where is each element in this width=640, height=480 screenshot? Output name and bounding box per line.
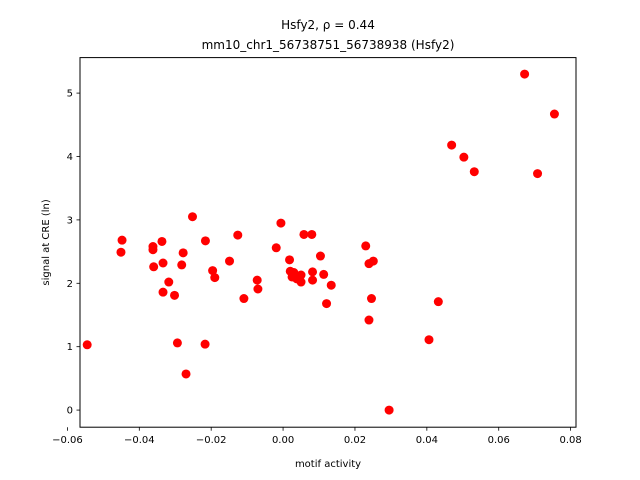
data-point — [296, 277, 306, 287]
y-tick-label: 1 — [67, 342, 73, 353]
data-point — [366, 294, 376, 304]
data-point — [424, 335, 434, 345]
data-point — [164, 277, 174, 287]
data-point — [172, 338, 182, 348]
data-point — [361, 241, 371, 251]
x-tick-label: 0.04 — [416, 435, 438, 446]
x-axis-label: motif activity — [295, 459, 361, 470]
data-point — [459, 152, 469, 162]
data-point — [285, 255, 295, 265]
data-point — [157, 236, 167, 246]
data-point — [116, 247, 126, 257]
y-tick-label: 4 — [67, 152, 73, 163]
data-point — [233, 230, 243, 240]
data-point — [187, 212, 197, 222]
data-point — [200, 236, 210, 246]
x-tick-label: 0.06 — [488, 435, 510, 446]
y-tick-label: 3 — [67, 215, 73, 226]
data-point — [170, 290, 180, 300]
x-tick-label: −0.02 — [196, 435, 227, 446]
data-point — [308, 275, 318, 285]
data-point — [364, 315, 374, 325]
chart-title-line1: Hsfy2, ρ = 0.44 — [281, 18, 375, 32]
data-point — [326, 280, 336, 290]
data-point — [158, 258, 168, 268]
data-point — [210, 273, 220, 283]
data-point — [549, 109, 559, 119]
x-tick-label: 0.00 — [272, 435, 294, 446]
data-point — [447, 140, 457, 150]
data-point — [315, 251, 325, 261]
chart-title-line2: mm10_chr1_56738751_56738938 (Hsfy2) — [202, 38, 455, 52]
data-point — [208, 266, 218, 276]
plot-area-frame — [79, 57, 577, 428]
data-point — [307, 229, 317, 239]
y-tick-label: 0 — [67, 406, 73, 417]
data-point — [308, 267, 318, 277]
data-point — [533, 169, 543, 179]
x-axis-ticks: −0.06 −0.04 −0.02 0.00 0.02 0.04 0.06 0.08 — [52, 427, 582, 446]
data-points — [82, 69, 559, 415]
data-point — [225, 256, 235, 266]
data-point — [520, 69, 530, 79]
data-point — [271, 243, 281, 253]
y-axis-ticks: 0 1 2 3 4 5 — [67, 89, 80, 417]
data-point — [433, 297, 443, 307]
data-point — [384, 405, 394, 415]
data-point — [319, 269, 329, 279]
data-point — [469, 167, 479, 177]
data-point — [158, 287, 168, 297]
data-point — [296, 270, 306, 280]
data-point — [253, 284, 263, 294]
x-tick-label: 0.02 — [344, 435, 366, 446]
data-point — [82, 340, 92, 350]
data-point — [299, 229, 309, 239]
y-axis-label: signal at CRE (ln) — [41, 199, 52, 285]
x-tick-label: 0.08 — [559, 435, 581, 446]
data-point — [368, 256, 378, 266]
data-point — [200, 339, 210, 349]
data-point — [178, 248, 188, 258]
data-point — [239, 294, 249, 304]
data-point — [149, 262, 159, 272]
data-point — [117, 235, 127, 245]
data-point — [252, 275, 262, 285]
y-tick-label: 2 — [67, 279, 73, 290]
data-point — [276, 218, 286, 228]
data-point — [177, 260, 187, 270]
y-tick-label: 5 — [67, 89, 73, 100]
data-point — [322, 299, 332, 309]
x-tick-label: −0.06 — [52, 435, 83, 446]
x-tick-label: −0.04 — [124, 435, 155, 446]
data-point — [181, 369, 191, 379]
data-point — [148, 245, 158, 255]
